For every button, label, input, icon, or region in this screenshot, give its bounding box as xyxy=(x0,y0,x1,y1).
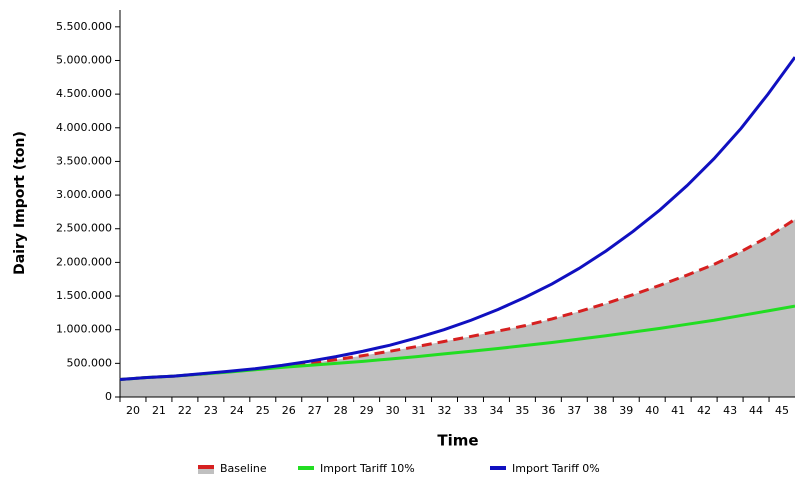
x-tick-label: 22 xyxy=(178,404,192,417)
x-tick-label: 43 xyxy=(723,404,737,417)
x-tick-label: 30 xyxy=(386,404,400,417)
legend-swatch xyxy=(490,466,506,470)
legend-label: Import Tariff 10% xyxy=(320,462,415,475)
x-tick-label: 39 xyxy=(619,404,633,417)
legend-label: Import Tariff 0% xyxy=(512,462,600,475)
x-tick-label: 42 xyxy=(697,404,711,417)
y-tick-label: 0 xyxy=(105,390,112,403)
x-tick-label: 36 xyxy=(541,404,555,417)
y-tick-label: 4.500.000 xyxy=(56,87,112,100)
legend-swatch xyxy=(198,469,214,474)
x-tick-label: 20 xyxy=(126,404,140,417)
y-tick-label: 4.000.000 xyxy=(56,121,112,134)
x-tick-label: 37 xyxy=(567,404,581,417)
y-axis-title: Dairy Import (ton) xyxy=(12,131,28,275)
y-tick-label: 2.500.000 xyxy=(56,222,112,235)
x-tick-label: 33 xyxy=(463,404,477,417)
y-tick-label: 1.500.000 xyxy=(56,289,112,302)
y-tick-label: 500.000 xyxy=(67,356,113,369)
x-tick-label: 38 xyxy=(593,404,607,417)
y-tick-label: 3.500.000 xyxy=(56,154,112,167)
x-tick-label: 27 xyxy=(308,404,322,417)
y-tick-label: 5.500.000 xyxy=(56,20,112,33)
x-tick-label: 24 xyxy=(230,404,244,417)
y-tick-label: 5.000.000 xyxy=(56,53,112,66)
legend-label: Baseline xyxy=(220,462,267,475)
y-tick-label: 2.000.000 xyxy=(56,255,112,268)
x-tick-label: 41 xyxy=(671,404,685,417)
x-tick-label: 40 xyxy=(645,404,659,417)
y-tick-label: 1.000.000 xyxy=(56,323,112,336)
x-tick-label: 23 xyxy=(204,404,218,417)
x-tick-label: 29 xyxy=(360,404,374,417)
y-tick-label: 3.000.000 xyxy=(56,188,112,201)
x-tick-label: 25 xyxy=(256,404,270,417)
x-tick-label: 31 xyxy=(412,404,426,417)
x-axis-title: Time xyxy=(437,432,478,450)
x-tick-label: 44 xyxy=(749,404,763,417)
x-tick-label: 35 xyxy=(515,404,529,417)
legend-swatch xyxy=(198,465,214,469)
legend-swatch xyxy=(298,466,314,470)
line xyxy=(119,56,795,381)
x-tick-label: 21 xyxy=(152,404,166,417)
x-tick-label: 34 xyxy=(489,404,503,417)
x-tick-label: 28 xyxy=(334,404,348,417)
x-tick-label: 32 xyxy=(438,404,452,417)
area xyxy=(120,219,795,397)
x-tick-label: 45 xyxy=(775,404,789,417)
x-tick-label: 26 xyxy=(282,404,296,417)
